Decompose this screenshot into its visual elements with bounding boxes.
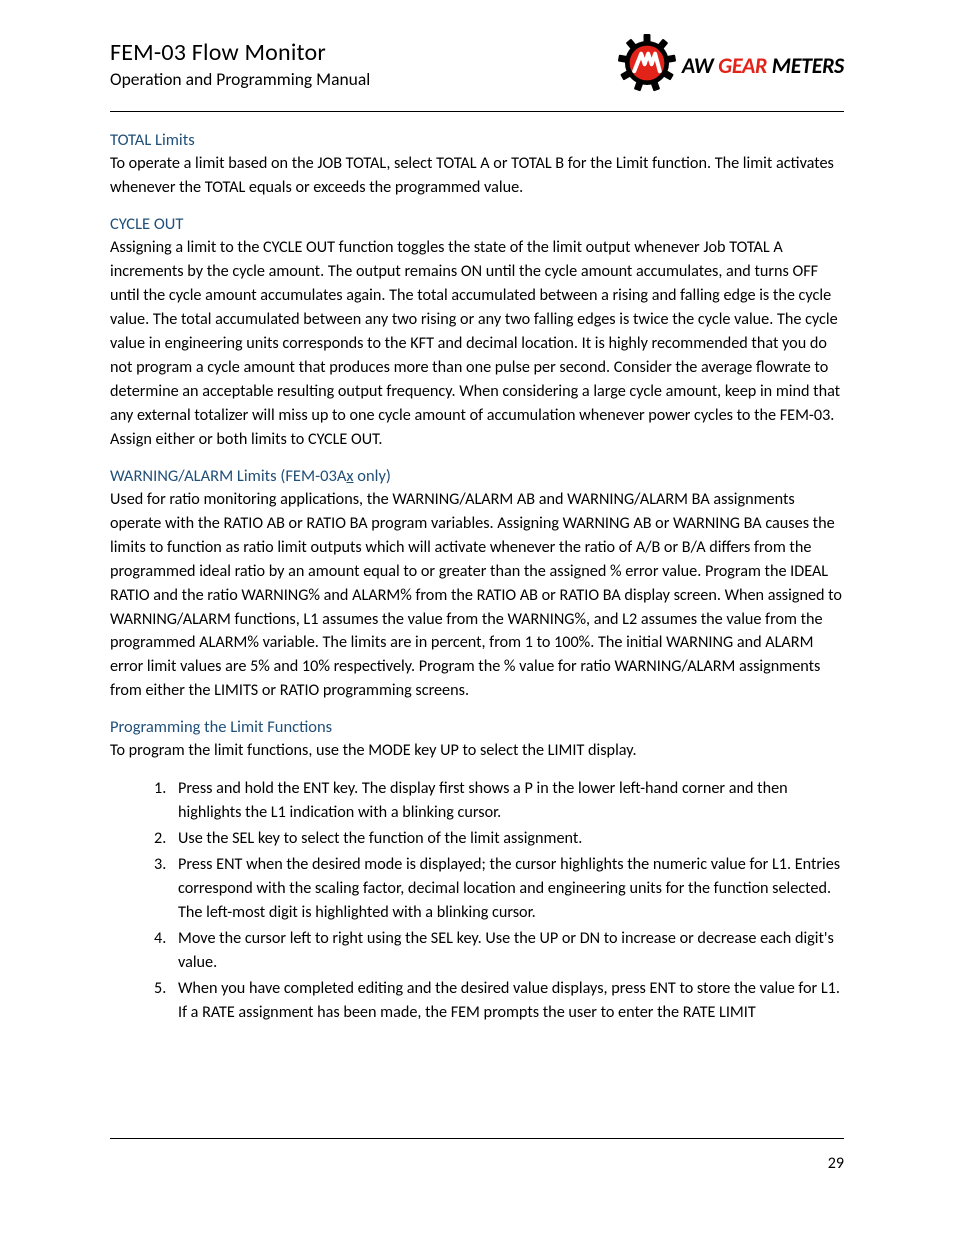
logo-aw: AW: [682, 52, 718, 79]
list-item: Press and hold the ENT key. The display …: [170, 777, 844, 825]
company-logo-text: AW GEAR METERS: [682, 52, 844, 79]
list-item: Move the cursor left to right using the …: [170, 927, 844, 975]
heading-warning-alarm-post: only): [354, 466, 391, 486]
body-warning-alarm: Used for ratio monitoring applications, …: [110, 488, 844, 704]
header-left: FEM-03 Flow Monitor Operation and Progra…: [110, 38, 370, 90]
document-title: FEM-03 Flow Monitor: [110, 38, 370, 67]
body-total-limits: To operate a limit based on the JOB TOTA…: [110, 152, 844, 200]
heading-warning-alarm-under: x: [346, 466, 353, 486]
body-cycle-out: Assigning a limit to the CYCLE OUT funct…: [110, 236, 844, 452]
heading-warning-alarm-pre: WARNING/ALARM Limits (FEM-03A: [110, 466, 346, 486]
heading-total-limits: TOTAL Limits: [110, 130, 844, 150]
document-subtitle: Operation and Programming Manual: [110, 68, 370, 90]
heading-warning-alarm: WARNING/ALARM Limits (FEM-03Ax only): [110, 466, 844, 486]
header-rule: [110, 111, 844, 112]
heading-cycle-out: CYCLE OUT: [110, 214, 844, 234]
page-header: FEM-03 Flow Monitor Operation and Progra…: [110, 38, 844, 105]
footer-rule: [110, 1138, 844, 1139]
heading-programming: Programming the Limit Functions: [110, 717, 844, 737]
page-number: 29: [828, 1154, 844, 1173]
list-item: Press ENT when the desired mode is displ…: [170, 853, 844, 925]
body-programming-intro: To program the limit functions, use the …: [110, 739, 844, 763]
gear-logo-icon: [618, 34, 676, 97]
company-logo: AW GEAR METERS: [618, 34, 844, 97]
page: FEM-03 Flow Monitor Operation and Progra…: [0, 0, 954, 1235]
list-item: Use the SEL key to select the function o…: [170, 827, 844, 851]
list-item: When you have completed editing and the …: [170, 977, 844, 1025]
logo-meters: METERS: [772, 52, 844, 79]
logo-gear: GEAR: [718, 52, 772, 79]
programming-steps-list: Press and hold the ENT key. The display …: [170, 777, 844, 1025]
